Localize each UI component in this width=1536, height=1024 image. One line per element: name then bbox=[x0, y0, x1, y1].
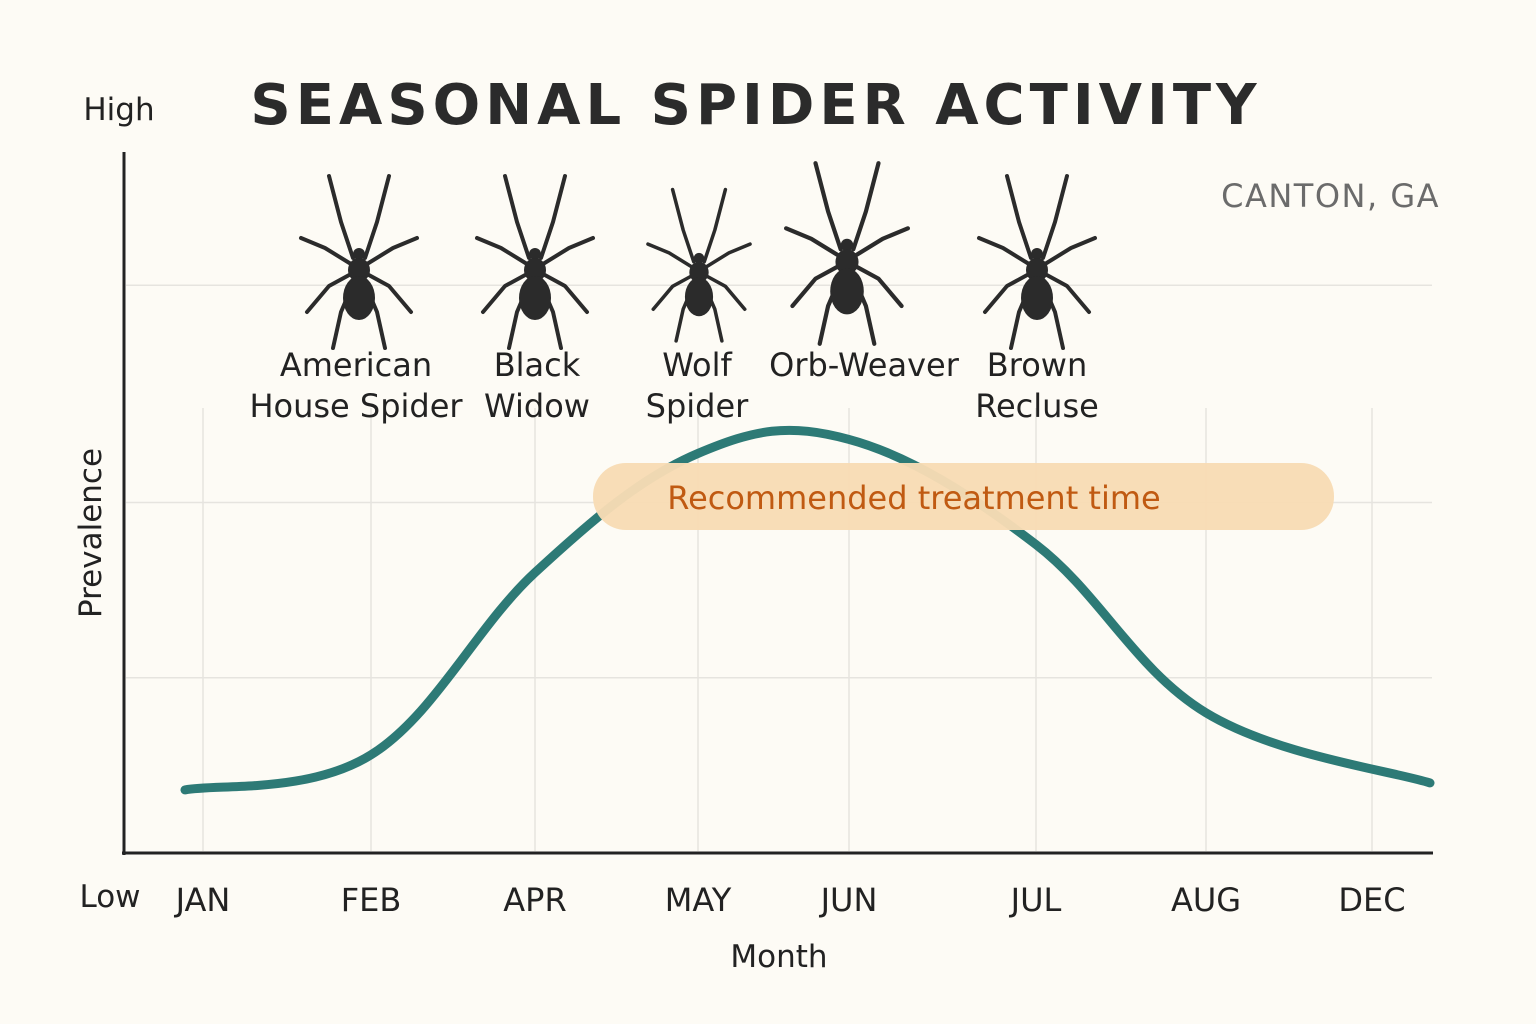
treatment-label: Recommended treatment time bbox=[667, 479, 1160, 517]
spider-label: American bbox=[280, 346, 432, 384]
spider-label: Orb-Weaver bbox=[769, 346, 960, 384]
treatment-band-front: Recommended treatment time bbox=[593, 463, 1334, 530]
x-tick-label: DEC bbox=[1338, 881, 1405, 919]
spider-icon bbox=[786, 163, 908, 344]
y-high-label: High bbox=[83, 92, 154, 128]
series-line-group bbox=[180, 425, 1435, 795]
x-tick-label: MAY bbox=[665, 881, 732, 919]
spider-label: Spider bbox=[646, 387, 750, 425]
spider-label: Brown bbox=[987, 346, 1087, 384]
x-axis-label: Month bbox=[730, 939, 827, 975]
x-tick-label: JUL bbox=[1009, 881, 1062, 919]
spider-label: Widow bbox=[484, 387, 590, 425]
spider-label: Wolf bbox=[662, 346, 732, 384]
x-tick-label: JUN bbox=[819, 881, 878, 919]
spider-icon bbox=[299, 174, 419, 350]
location-label: CANTON, GA bbox=[1221, 177, 1440, 215]
chart-title: SEASONAL SPIDER ACTIVITY bbox=[250, 73, 1261, 138]
spider-label: Black bbox=[494, 346, 581, 384]
y-low-label: Low bbox=[79, 879, 140, 915]
x-tick-labels: JAN FEB APR MAY JUN JUL AUG DEC bbox=[174, 881, 1406, 919]
spider-icon bbox=[977, 174, 1097, 350]
x-tick-label: FEB bbox=[341, 881, 402, 919]
series-line bbox=[180, 425, 1435, 795]
x-tick-label: APR bbox=[503, 881, 566, 919]
treatment-band-rect bbox=[593, 463, 1334, 530]
spider-icon bbox=[475, 174, 595, 350]
x-tick-label: AUG bbox=[1171, 881, 1241, 919]
grid-lines bbox=[126, 284, 1432, 851]
x-tick-label: JAN bbox=[174, 881, 231, 919]
spider-label: House Spider bbox=[249, 387, 463, 425]
y-axis-label: Prevalence bbox=[73, 448, 109, 618]
spider-label: Recluse bbox=[975, 387, 1099, 425]
spider-icon bbox=[646, 187, 752, 343]
